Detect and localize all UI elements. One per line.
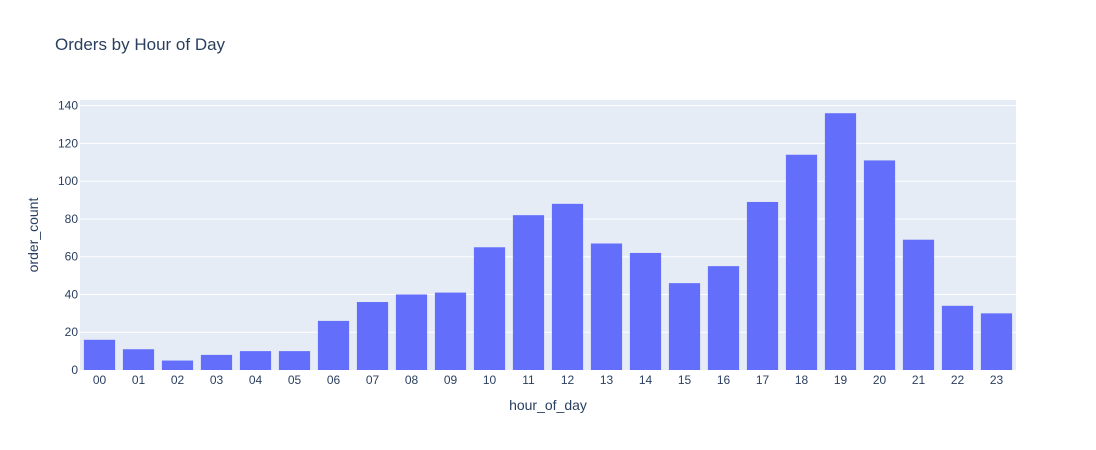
bar-03 — [201, 355, 232, 370]
bar-14 — [630, 253, 661, 370]
bar-08 — [396, 294, 427, 370]
x-tick-label: 20 — [873, 373, 887, 387]
bar-04 — [240, 351, 271, 370]
bar-19 — [825, 113, 856, 370]
x-tick-label: 00 — [93, 373, 107, 387]
x-tick-label: 16 — [717, 373, 731, 387]
y-axis-title: order_count — [25, 198, 41, 273]
bar-18 — [786, 155, 817, 370]
bar-01 — [123, 349, 154, 370]
y-tick-label: 20 — [65, 325, 79, 339]
bar-21 — [903, 240, 934, 370]
bar-16 — [708, 266, 739, 370]
x-tick-label: 10 — [483, 373, 497, 387]
bar-07 — [357, 302, 388, 370]
y-tick-label: 40 — [65, 287, 79, 301]
x-tick-label: 01 — [132, 373, 146, 387]
y-tick-label: 0 — [71, 363, 78, 377]
x-tick-label: 08 — [405, 373, 419, 387]
x-tick-label: 06 — [327, 373, 341, 387]
x-tick-label: 15 — [678, 373, 692, 387]
x-tick-label: 09 — [444, 373, 458, 387]
x-tick-label: 07 — [366, 373, 380, 387]
bar-12 — [552, 204, 583, 370]
x-axis-ticks: 00 01 02 03 04 05 06 07 08 09 10 11 12 13 14 15 16 17 18 19… — [93, 373, 1004, 387]
x-tick-label: 11 — [522, 373, 535, 387]
x-tick-label: 23 — [990, 373, 1004, 387]
x-tick-label: 12 — [561, 373, 575, 387]
x-tick-label: 19 — [834, 373, 848, 387]
y-tick-label: 60 — [65, 250, 79, 264]
bar-22 — [942, 306, 973, 370]
y-tick-label: 80 — [65, 212, 79, 226]
chart-title: Orders by Hour of Day — [55, 35, 226, 54]
x-tick-label: 21 — [912, 373, 926, 387]
x-tick-label: 14 — [639, 373, 653, 387]
bar-05 — [279, 351, 310, 370]
x-tick-label: 03 — [210, 373, 224, 387]
bar-15 — [669, 283, 700, 370]
x-tick-label: 18 — [795, 373, 809, 387]
bar-10 — [474, 247, 505, 370]
x-tick-label: 05 — [288, 373, 302, 387]
x-tick-label: 22 — [951, 373, 965, 387]
y-tick-label: 100 — [58, 174, 78, 188]
x-tick-label: 04 — [249, 373, 263, 387]
bar-02 — [162, 361, 193, 370]
bar-11 — [513, 215, 544, 370]
bar-20 — [864, 160, 895, 370]
y-tick-label: 120 — [58, 136, 78, 150]
bar-23 — [981, 313, 1012, 370]
bar-09 — [435, 293, 466, 370]
bar-06 — [318, 321, 349, 370]
bar-00 — [84, 340, 115, 370]
bar-13 — [591, 243, 622, 370]
x-tick-label: 17 — [756, 373, 770, 387]
x-axis-title: hour_of_day — [509, 397, 587, 413]
bar-17 — [747, 202, 778, 370]
x-tick-label: 02 — [171, 373, 185, 387]
y-tick-label: 140 — [58, 99, 78, 113]
x-tick-label: 13 — [600, 373, 614, 387]
y-axis-ticks: 0 20 40 60 80 100 120 140 — [58, 99, 78, 377]
